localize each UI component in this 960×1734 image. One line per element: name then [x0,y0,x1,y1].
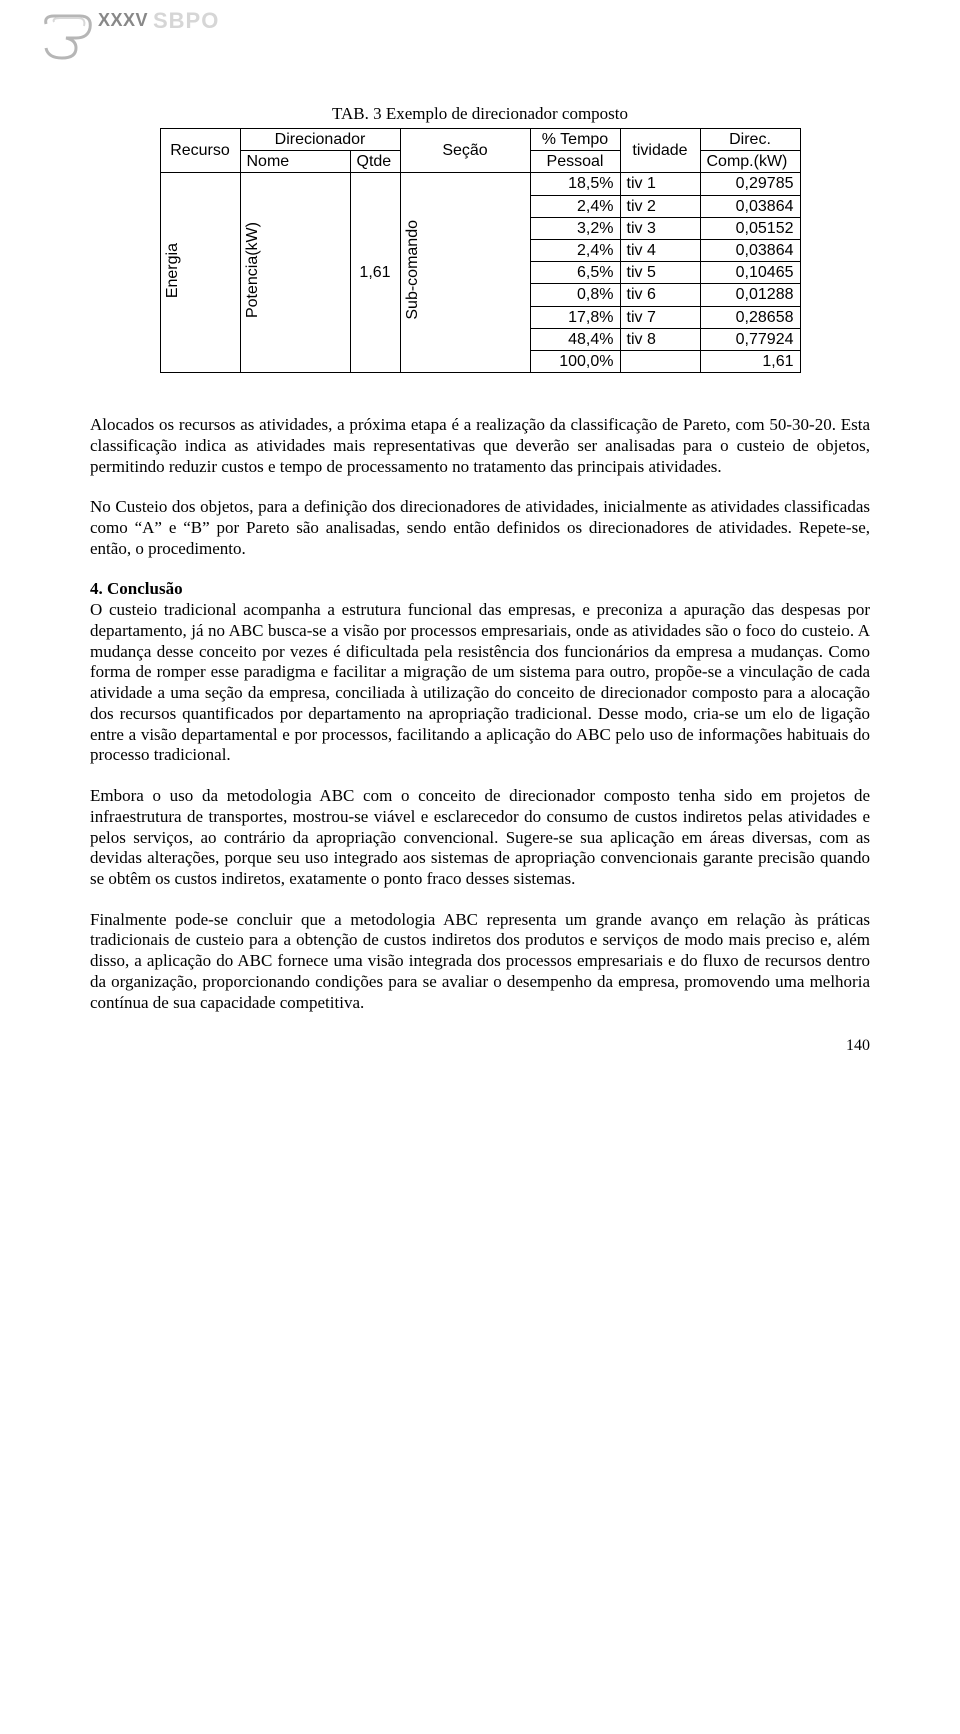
cell-tempo: 0,8% [530,284,620,306]
page-number: 140 [846,1037,870,1055]
th-tempo: % Tempo [530,129,620,151]
cell-tempo: 17,8% [530,306,620,328]
cell-comp-total: 1,61 [700,350,800,372]
th-nome: Nome [240,151,350,173]
cell-comp: 0,10465 [700,262,800,284]
page: XXXV SBPO TAB. 3 Exemplo de direcionador… [0,6,960,1063]
header-logo: XXXV SBPO [40,6,870,76]
paragraph-5: Finalmente pode-se concluir que a metodo… [90,910,870,1014]
th-direcionador: Direcionador [240,129,400,151]
paragraph-3: 4. Conclusão O custeio tradicional acomp… [90,579,870,766]
th-secao: Seção [400,129,530,173]
cell-tiv: tiv 5 [620,262,700,284]
cell-tiv: tiv 8 [620,328,700,350]
cell-comp: 0,77924 [700,328,800,350]
table-row: Energia Potencia(kW) 1,61 Sub-comando 18… [160,173,800,195]
cell-secao-text: Sub-comando [403,220,528,320]
cell-secao: Sub-comando [400,173,530,373]
cell-tiv: tiv 7 [620,306,700,328]
cell-tiv: tiv 3 [620,217,700,239]
cell-tempo: 2,4% [530,239,620,261]
cell-recurso: Energia [160,173,240,373]
cell-tempo: 18,5% [530,173,620,195]
cell-tempo: 6,5% [530,262,620,284]
cell-tiv-total [620,350,700,372]
cell-comp: 0,29785 [700,173,800,195]
cell-comp: 0,03864 [700,239,800,261]
cell-comp: 0,03864 [700,195,800,217]
table-head-row-1: Recurso Direcionador Seção % Tempo tivid… [160,129,800,151]
th-recurso: Recurso [160,129,240,173]
cell-tiv: tiv 1 [620,173,700,195]
th-comp: Comp.(kW) [700,151,800,173]
cell-qtde: 1,61 [350,173,400,373]
paragraph-1: Alocados os recursos as atividades, a pr… [90,415,870,477]
cell-comp: 0,05152 [700,217,800,239]
cell-tiv: tiv 6 [620,284,700,306]
logo-roman: XXXV [98,10,148,31]
th-tividade: tividade [620,129,700,173]
cell-tiv: tiv 2 [620,195,700,217]
cell-nome-text: Potencia(kW) [243,222,348,318]
cell-comp: 0,01288 [700,284,800,306]
logo-sbpo: SBPO [153,8,219,34]
table-caption: TAB. 3 Exemplo de direcionador composto [90,104,870,124]
logo-35-icon [40,12,94,60]
section-heading-conclusao: 4. Conclusão [90,579,183,598]
cell-tempo: 2,4% [530,195,620,217]
paragraph-4: Embora o uso da metodologia ABC com o co… [90,786,870,890]
cell-nome: Potencia(kW) [240,173,350,373]
direcionador-table: Recurso Direcionador Seção % Tempo tivid… [160,128,801,373]
th-direc: Direc. [700,129,800,151]
cell-comp: 0,28658 [700,306,800,328]
cell-tempo: 48,4% [530,328,620,350]
cell-tiv: tiv 4 [620,239,700,261]
th-pessoal: Pessoal [530,151,620,173]
table-wrap: Recurso Direcionador Seção % Tempo tivid… [90,128,870,373]
cell-tempo: 3,2% [530,217,620,239]
th-qtde: Qtde [350,151,400,173]
cell-recurso-text: Energia [163,243,238,298]
paragraph-2: No Custeio dos objetos, para a definição… [90,497,870,559]
paragraph-3-text: O custeio tradicional acompanha a estrut… [90,600,870,764]
cell-tempo-total: 100,0% [530,350,620,372]
